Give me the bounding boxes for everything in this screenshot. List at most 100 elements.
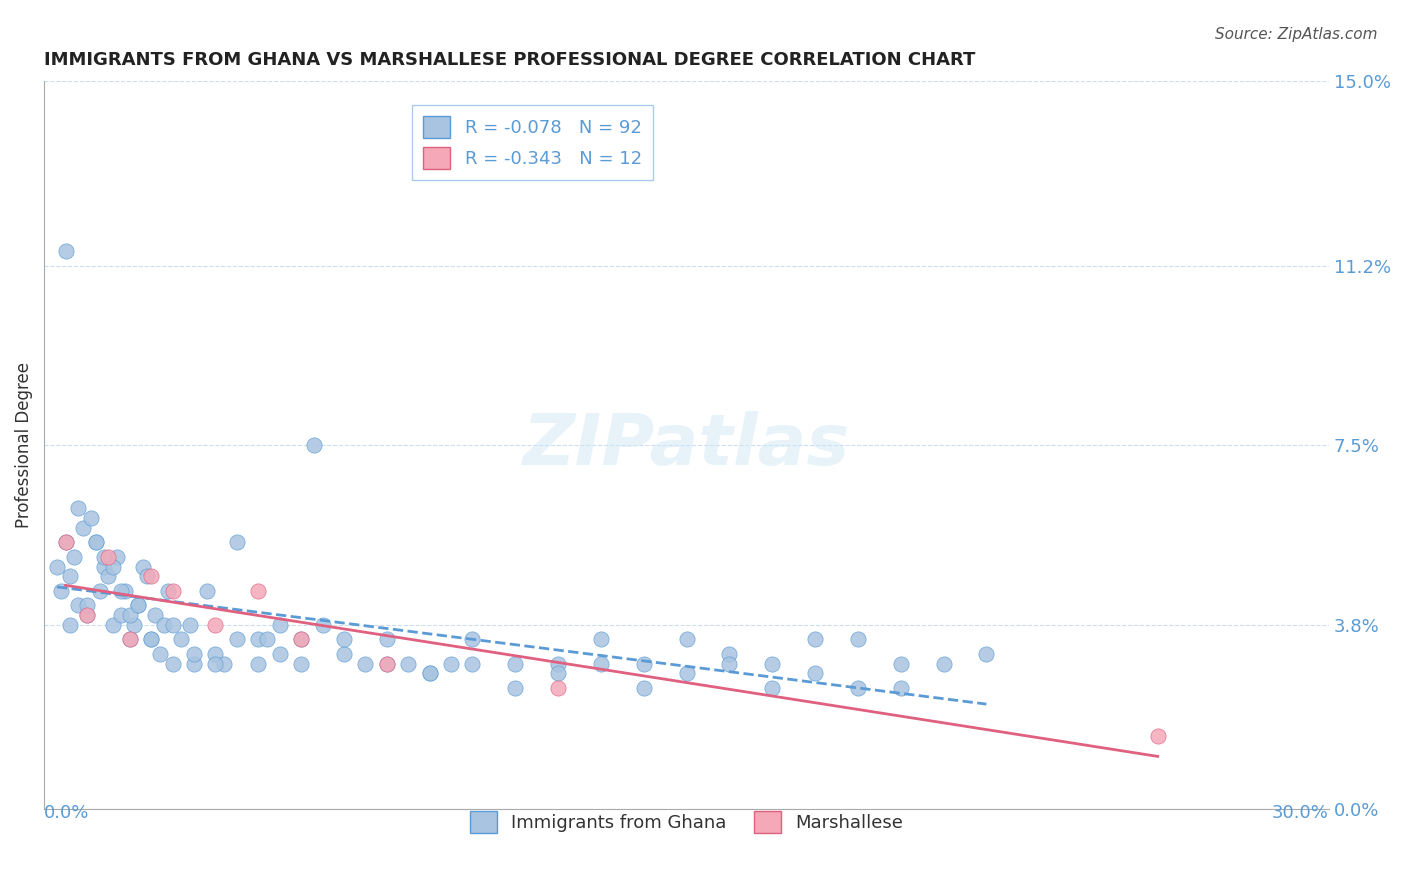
Point bbox=[84, 535, 107, 549]
Point bbox=[804, 666, 827, 681]
Point bbox=[225, 632, 247, 647]
Point bbox=[846, 681, 869, 695]
Point bbox=[890, 681, 912, 695]
Point bbox=[761, 681, 783, 695]
Point bbox=[183, 657, 205, 671]
Point bbox=[157, 583, 180, 598]
Point bbox=[547, 666, 569, 681]
Point bbox=[59, 617, 82, 632]
Point bbox=[212, 657, 235, 671]
Point bbox=[97, 549, 120, 564]
Point bbox=[761, 657, 783, 671]
Point bbox=[67, 501, 90, 516]
Point bbox=[302, 438, 325, 452]
Point bbox=[547, 681, 569, 695]
Point bbox=[51, 583, 73, 598]
Text: 0.0%: 0.0% bbox=[44, 804, 90, 822]
Point bbox=[84, 535, 107, 549]
Point bbox=[162, 617, 184, 632]
Point bbox=[804, 632, 827, 647]
Point bbox=[311, 617, 333, 632]
Point bbox=[110, 583, 132, 598]
Point bbox=[932, 657, 955, 671]
Legend: Immigrants from Ghana, Marshallese: Immigrants from Ghana, Marshallese bbox=[458, 800, 914, 844]
Point bbox=[204, 617, 226, 632]
Point bbox=[333, 632, 356, 647]
Point bbox=[503, 657, 526, 671]
Text: Source: ZipAtlas.com: Source: ZipAtlas.com bbox=[1215, 27, 1378, 42]
Point bbox=[589, 657, 612, 671]
Point bbox=[419, 666, 441, 681]
Point bbox=[162, 657, 184, 671]
Point bbox=[118, 632, 141, 647]
Point bbox=[141, 632, 163, 647]
Point bbox=[718, 657, 741, 671]
Text: IMMIGRANTS FROM GHANA VS MARSHALLESE PROFESSIONAL DEGREE CORRELATION CHART: IMMIGRANTS FROM GHANA VS MARSHALLESE PRO… bbox=[44, 51, 976, 69]
Point bbox=[718, 647, 741, 661]
Point bbox=[55, 535, 77, 549]
Point bbox=[375, 632, 398, 647]
Point bbox=[225, 535, 247, 549]
Point bbox=[183, 647, 205, 661]
Point bbox=[290, 657, 312, 671]
Point bbox=[118, 632, 141, 647]
Text: 30.0%: 30.0% bbox=[1272, 804, 1329, 822]
Point bbox=[63, 549, 86, 564]
Point bbox=[93, 549, 115, 564]
Point bbox=[461, 632, 484, 647]
Point bbox=[135, 569, 157, 583]
Point bbox=[105, 549, 128, 564]
Point bbox=[354, 657, 377, 671]
Point bbox=[101, 559, 124, 574]
Point bbox=[67, 599, 90, 613]
Point bbox=[247, 632, 270, 647]
Point bbox=[170, 632, 193, 647]
Point bbox=[131, 559, 153, 574]
Point bbox=[59, 569, 82, 583]
Point bbox=[145, 608, 167, 623]
Point bbox=[153, 617, 176, 632]
Point bbox=[675, 666, 697, 681]
Point bbox=[114, 583, 136, 598]
Point bbox=[461, 657, 484, 671]
Point bbox=[589, 632, 612, 647]
Point bbox=[118, 608, 141, 623]
Point bbox=[149, 647, 172, 661]
Point bbox=[333, 647, 356, 661]
Point bbox=[256, 632, 278, 647]
Point bbox=[127, 599, 149, 613]
Point bbox=[141, 569, 163, 583]
Point bbox=[122, 617, 145, 632]
Point bbox=[247, 657, 270, 671]
Text: ZIPatlas: ZIPatlas bbox=[523, 410, 851, 480]
Y-axis label: Professional Degree: Professional Degree bbox=[15, 362, 32, 528]
Point bbox=[76, 608, 98, 623]
Point bbox=[141, 632, 163, 647]
Point bbox=[72, 521, 94, 535]
Point bbox=[195, 583, 218, 598]
Point bbox=[55, 535, 77, 549]
Point bbox=[97, 569, 120, 583]
Point bbox=[976, 647, 998, 661]
Point bbox=[204, 657, 226, 671]
Point bbox=[440, 657, 463, 671]
Point bbox=[547, 657, 569, 671]
Point bbox=[396, 657, 419, 671]
Point bbox=[375, 657, 398, 671]
Point bbox=[290, 632, 312, 647]
Point bbox=[633, 657, 655, 671]
Point bbox=[55, 244, 77, 259]
Point bbox=[375, 657, 398, 671]
Point bbox=[269, 617, 291, 632]
Point bbox=[76, 608, 98, 623]
Point bbox=[675, 632, 697, 647]
Point bbox=[890, 657, 912, 671]
Point bbox=[419, 666, 441, 681]
Point bbox=[269, 647, 291, 661]
Point bbox=[204, 647, 226, 661]
Point bbox=[127, 599, 149, 613]
Point bbox=[76, 599, 98, 613]
Point bbox=[290, 632, 312, 647]
Point bbox=[1146, 730, 1168, 744]
Point bbox=[80, 511, 103, 525]
